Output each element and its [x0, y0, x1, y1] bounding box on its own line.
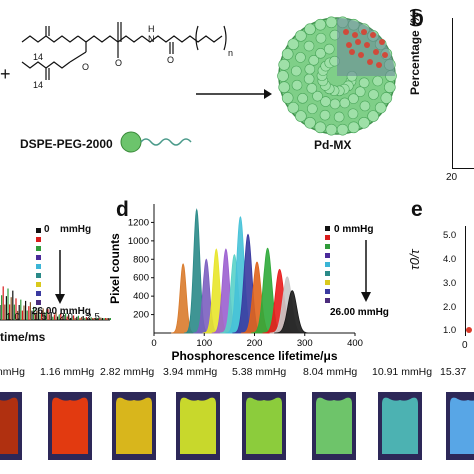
- panel-e-ytick-4: 4.0: [443, 254, 457, 265]
- oxygen-image-tile: [446, 392, 474, 460]
- oxygen-image-tile-label: 10.91 mmHg: [372, 366, 433, 378]
- pd-mx-nanoparticle-icon: [277, 16, 397, 136]
- x-tick-label: 400: [347, 338, 363, 349]
- y-tick-label: 1200: [128, 217, 149, 228]
- panel-c-legend-marker: [36, 264, 41, 269]
- panel-c-decay-plot: [0, 250, 112, 321]
- panel-c-xlabel: time/ms: [0, 330, 46, 344]
- panel-c-legend-marker: [36, 255, 41, 260]
- panel-c-xtick-3: 2.0: [59, 312, 73, 323]
- panel-e-xtick-0: 0: [462, 340, 468, 351]
- oxygen-image-tile-label: 15.37: [440, 366, 467, 378]
- panel-label-b: b: [411, 7, 424, 30]
- legend-marker: [325, 253, 330, 258]
- oxygen-image-tile: [112, 392, 156, 460]
- y-tick-label: 600: [133, 273, 149, 284]
- oxygen-image-tile: [0, 392, 22, 460]
- x-tick-label: 200: [247, 338, 263, 349]
- panel-e-ytick-3: 3.0: [443, 278, 457, 289]
- legend-marker: [325, 298, 330, 303]
- panel-c-legend-marker: [36, 291, 41, 296]
- legend-marker: [325, 244, 330, 249]
- panel-c-legend-marker: [36, 246, 41, 251]
- oxygen-image-tile-label: 3.94 mmHg: [163, 366, 218, 378]
- oxygen-image-tile: [242, 392, 286, 460]
- oxygen-image-tile-label: 5.38 mmHg: [232, 366, 287, 378]
- amide-h: H: [148, 24, 155, 34]
- panel-c-xtick-2: 1.5: [33, 312, 47, 323]
- panel-e-ylabel: τ0/τ: [407, 249, 422, 270]
- panel-b-xaxis: [452, 168, 474, 169]
- oxygen-image-tile-label: 2.82 mmHg: [100, 366, 155, 378]
- panel-e-ytick-1: 1.0: [443, 325, 457, 336]
- phosphate-oxygen: O: [115, 58, 123, 68]
- panel-b-tick-20: 20: [446, 172, 458, 183]
- legend-marker: [325, 235, 330, 240]
- legend-bottom-label: 26.00 mmHg: [330, 307, 389, 318]
- oxygen-image-tile: [378, 392, 422, 460]
- histogram-peak: [274, 290, 311, 334]
- oxygen-image-tile: [48, 392, 92, 460]
- oxygen-image-tile-label: 1.16 mmHg: [40, 366, 95, 378]
- legend-arrow-head: [361, 292, 371, 302]
- y-tick-label: 800: [133, 254, 149, 265]
- y-tick-label: 1000: [128, 236, 149, 247]
- pd-mx-label: Pd-MX: [314, 138, 352, 152]
- micelle-unit-icon: [120, 131, 192, 153]
- panel-e-ytick-2: 2.0: [443, 302, 457, 313]
- panel-c-legend-marker: [36, 273, 41, 278]
- legend-marker: [325, 289, 330, 294]
- oxygen-image-tile: [176, 392, 220, 460]
- panel-c-legend-marker: [36, 300, 41, 305]
- panel-label-e: e: [411, 198, 423, 221]
- oxygen-image-tile-label: mmHg: [0, 366, 25, 378]
- carbonyl-oxygen: O: [167, 55, 175, 65]
- panel-c-legend-marker: [36, 237, 41, 242]
- legend-marker: [325, 280, 330, 285]
- panel-e-yaxis: [465, 226, 466, 336]
- oxygen-image-tile: [312, 392, 356, 460]
- x-tick-label: 300: [297, 338, 313, 349]
- panel-c-xtick-4: 2.5: [86, 312, 100, 323]
- peg-repeat-n: n: [228, 48, 234, 58]
- legend-top-label: 0 mmHg: [334, 224, 373, 235]
- panel-c-legend-marker: [36, 282, 41, 287]
- panel-e-datapoint: [466, 327, 472, 333]
- x-axis-label: Phosphorescence lifetime/μs: [171, 349, 337, 363]
- panel-b-axis: [452, 18, 453, 168]
- panel-c-legend-unit: mmHg: [60, 224, 92, 235]
- legend-marker: [325, 262, 330, 267]
- dspe-peg-structure-drawing: [21, 22, 227, 80]
- legend-marker: [325, 271, 330, 276]
- plus-sign: +: [0, 64, 11, 84]
- oxygen-image-tile-label: 8.04 mmHg: [303, 366, 358, 378]
- x-tick-label: 0: [151, 338, 156, 349]
- panel-label-d: d: [116, 198, 129, 221]
- panel-c-xtick-1: 1.0: [6, 312, 20, 323]
- y-tick-label: 400: [133, 291, 149, 302]
- panel-e-ytick-5: 5.0: [443, 230, 457, 241]
- x-tick-label: 100: [196, 338, 212, 349]
- y-tick-label: 200: [133, 310, 149, 321]
- ester-oxygen: O: [82, 62, 90, 72]
- chain-length-lower: 14: [33, 80, 44, 90]
- y-axis-label: Pixel counts: [108, 233, 122, 304]
- reaction-arrow: [196, 89, 272, 99]
- panel-c-legend-0: 0: [44, 224, 50, 235]
- amide-n: N: [148, 34, 155, 44]
- legend-marker: [325, 226, 330, 231]
- panel-c-legend-last: 26.00 mmHg: [32, 306, 91, 317]
- dspe-peg-label: DSPE-PEG-2000: [20, 137, 113, 151]
- panel-c-legend-marker: [36, 228, 41, 233]
- chain-length-upper: 14: [33, 52, 44, 62]
